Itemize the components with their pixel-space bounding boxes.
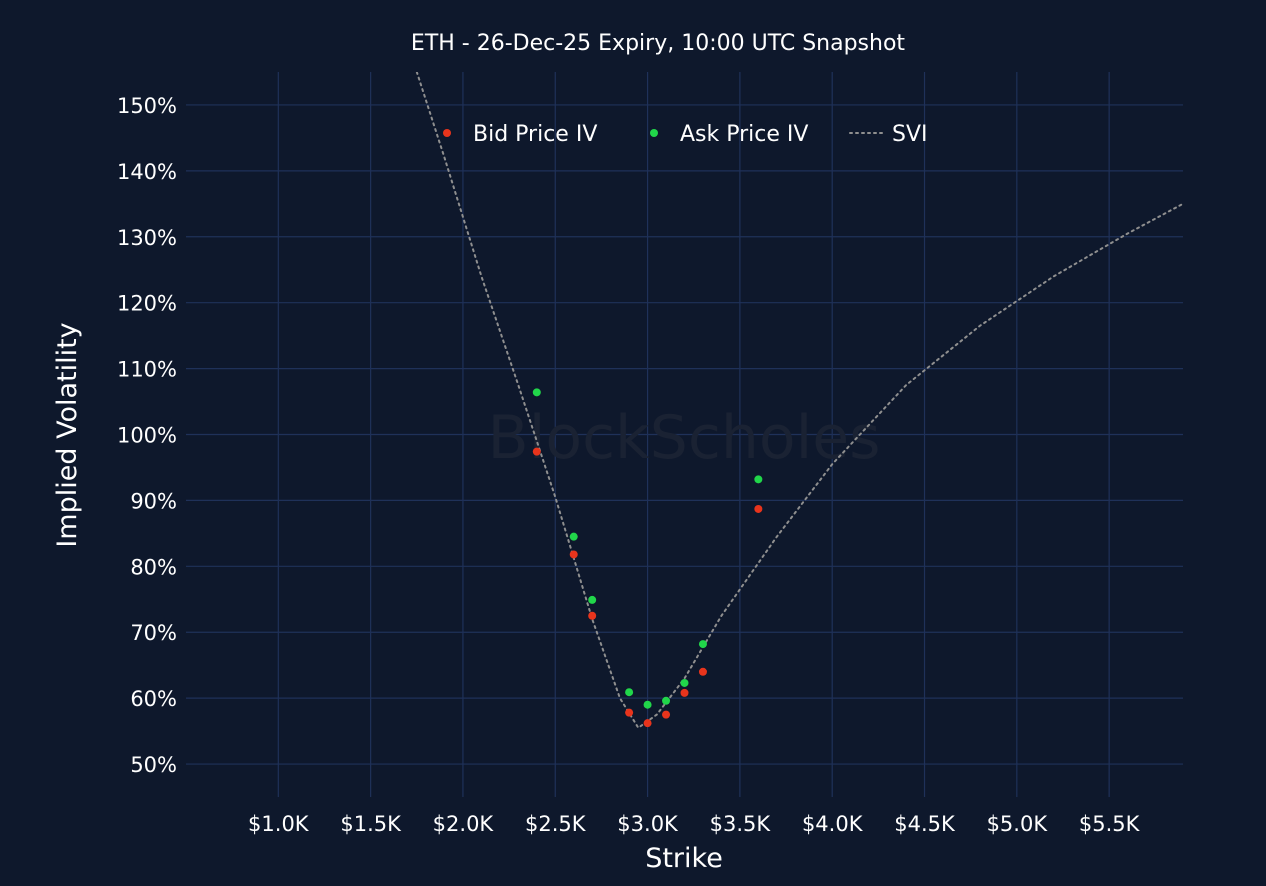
x-tick-label: $1.0K <box>248 812 310 836</box>
chart-title: ETH - 26-Dec-25 Expiry, 10:00 UTC Snapsh… <box>411 31 906 56</box>
y-tick-label: 100% <box>117 424 177 448</box>
ask-iv-point <box>662 696 671 705</box>
x-tick-label: $3.0K <box>617 812 679 836</box>
bid-iv-point <box>754 504 763 513</box>
x-tick-label: $5.0K <box>987 812 1049 836</box>
ask-iv-point <box>588 595 597 604</box>
y-tick-label: 50% <box>130 753 177 777</box>
bid-iv-point <box>625 708 634 717</box>
y-tick-label: 140% <box>117 160 177 184</box>
x-tick-label: $4.0K <box>802 812 864 836</box>
legend-label: SVI <box>892 122 928 147</box>
legend: Bid Price IV Ask Price IV SVI <box>443 122 928 147</box>
y-tick-label: 60% <box>130 687 177 711</box>
y-tick-label: 110% <box>117 358 177 382</box>
x-axis-title: Strike <box>645 843 723 874</box>
x-tick-label: $5.5K <box>1079 812 1141 836</box>
ask-iv-point <box>698 640 707 649</box>
ask-iv-point <box>532 388 541 397</box>
x-axis-tick-labels: $1.0K $1.5K $2.0K $2.5K $3.0K $3.5K $4.0K $4.5K… <box>248 812 1141 836</box>
bid-iv-point <box>680 688 689 697</box>
legend-ask-swatch <box>650 129 658 137</box>
y-tick-label: 130% <box>117 226 177 250</box>
y-axis-tick-labels: 50% 60% 70% 80% 90% 100% 110% 120% 130% 140% 150% <box>117 94 177 777</box>
ask-iv-point <box>680 678 689 687</box>
y-tick-label: 150% <box>117 94 177 118</box>
y-axis-title: Implied Volatility <box>52 322 83 547</box>
y-tick-label: 70% <box>130 621 177 645</box>
bid-iv-point <box>662 710 671 719</box>
ask-iv-point <box>569 532 578 541</box>
ask-iv-point <box>754 475 763 484</box>
x-tick-label: $2.5K <box>525 812 587 836</box>
legend-label: Ask Price IV <box>680 122 808 147</box>
svi-curve <box>415 72 1183 730</box>
bid-iv-point <box>698 667 707 676</box>
watermark-text: BlockScholes <box>488 403 881 473</box>
bid-iv-point <box>569 550 578 559</box>
bid-iv-point <box>588 611 597 620</box>
x-tick-label: $1.5K <box>340 812 402 836</box>
x-tick-label: $2.0K <box>433 812 495 836</box>
series-points <box>532 388 763 728</box>
x-tick-label: $3.5K <box>710 812 772 836</box>
legend-label: Bid Price IV <box>473 122 597 147</box>
y-tick-label: 80% <box>130 555 177 579</box>
bid-iv-point <box>532 447 541 456</box>
ask-iv-point <box>625 688 634 697</box>
grid-lines <box>186 72 1183 797</box>
ask-iv-point <box>643 700 652 709</box>
series-lines <box>415 72 1183 730</box>
y-tick-label: 90% <box>130 489 177 513</box>
legend-bid-swatch <box>443 129 451 137</box>
y-tick-label: 120% <box>117 292 177 316</box>
bid-iv-point <box>643 719 652 728</box>
x-tick-label: $4.5K <box>894 812 956 836</box>
